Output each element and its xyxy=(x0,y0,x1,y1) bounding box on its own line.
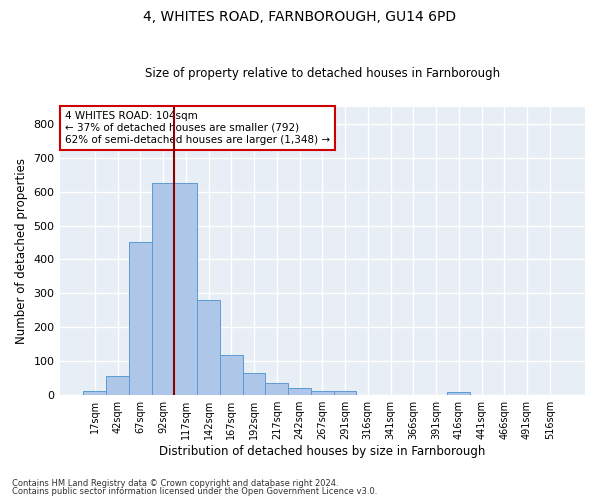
Bar xyxy=(220,355,242,395)
Bar xyxy=(106,376,129,394)
Bar xyxy=(83,390,106,394)
Y-axis label: Number of detached properties: Number of detached properties xyxy=(15,158,28,344)
Bar xyxy=(288,388,311,394)
X-axis label: Distribution of detached houses by size in Farnborough: Distribution of detached houses by size … xyxy=(159,444,485,458)
Bar xyxy=(334,392,356,394)
Text: Contains HM Land Registry data © Crown copyright and database right 2024.: Contains HM Land Registry data © Crown c… xyxy=(12,478,338,488)
Title: Size of property relative to detached houses in Farnborough: Size of property relative to detached ho… xyxy=(145,66,500,80)
Bar xyxy=(242,374,265,394)
Bar xyxy=(311,392,334,394)
Bar xyxy=(152,183,175,394)
Bar xyxy=(197,300,220,394)
Text: Contains public sector information licensed under the Open Government Licence v3: Contains public sector information licen… xyxy=(12,487,377,496)
Bar xyxy=(129,242,152,394)
Bar xyxy=(448,392,470,394)
Text: 4 WHITES ROAD: 104sqm
← 37% of detached houses are smaller (792)
62% of semi-det: 4 WHITES ROAD: 104sqm ← 37% of detached … xyxy=(65,112,330,144)
Bar xyxy=(175,183,197,394)
Bar xyxy=(265,383,288,394)
Text: 4, WHITES ROAD, FARNBOROUGH, GU14 6PD: 4, WHITES ROAD, FARNBOROUGH, GU14 6PD xyxy=(143,10,457,24)
